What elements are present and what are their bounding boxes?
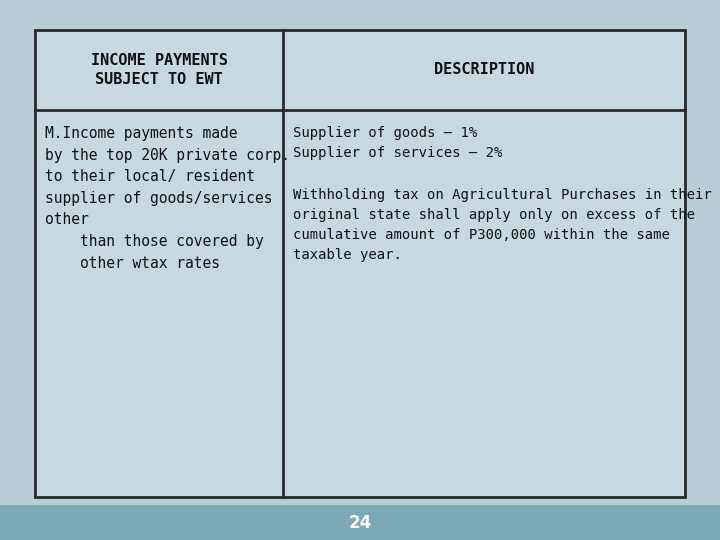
Bar [35, 30, 685, 497]
Text: INCOME PAYMENTS
SUBJECT TO EWT: INCOME PAYMENTS SUBJECT TO EWT [91, 52, 228, 87]
Text: M.Income payments made
by the top 20K private corp.
to their local/ resident
sup: M.Income payments made by the top 20K pr… [45, 126, 290, 271]
Text: DESCRIPTION: DESCRIPTION [434, 63, 534, 78]
Text: Supplier of goods – 1%
Supplier of services – 2%: Supplier of goods – 1% Supplier of servi… [293, 126, 503, 160]
Bar [0, 505, 720, 540]
Text: 24: 24 [348, 514, 372, 531]
Text: Withholding tax on Agricultural Purchases in their
original state shall apply on: Withholding tax on Agricultural Purchase… [293, 188, 712, 262]
